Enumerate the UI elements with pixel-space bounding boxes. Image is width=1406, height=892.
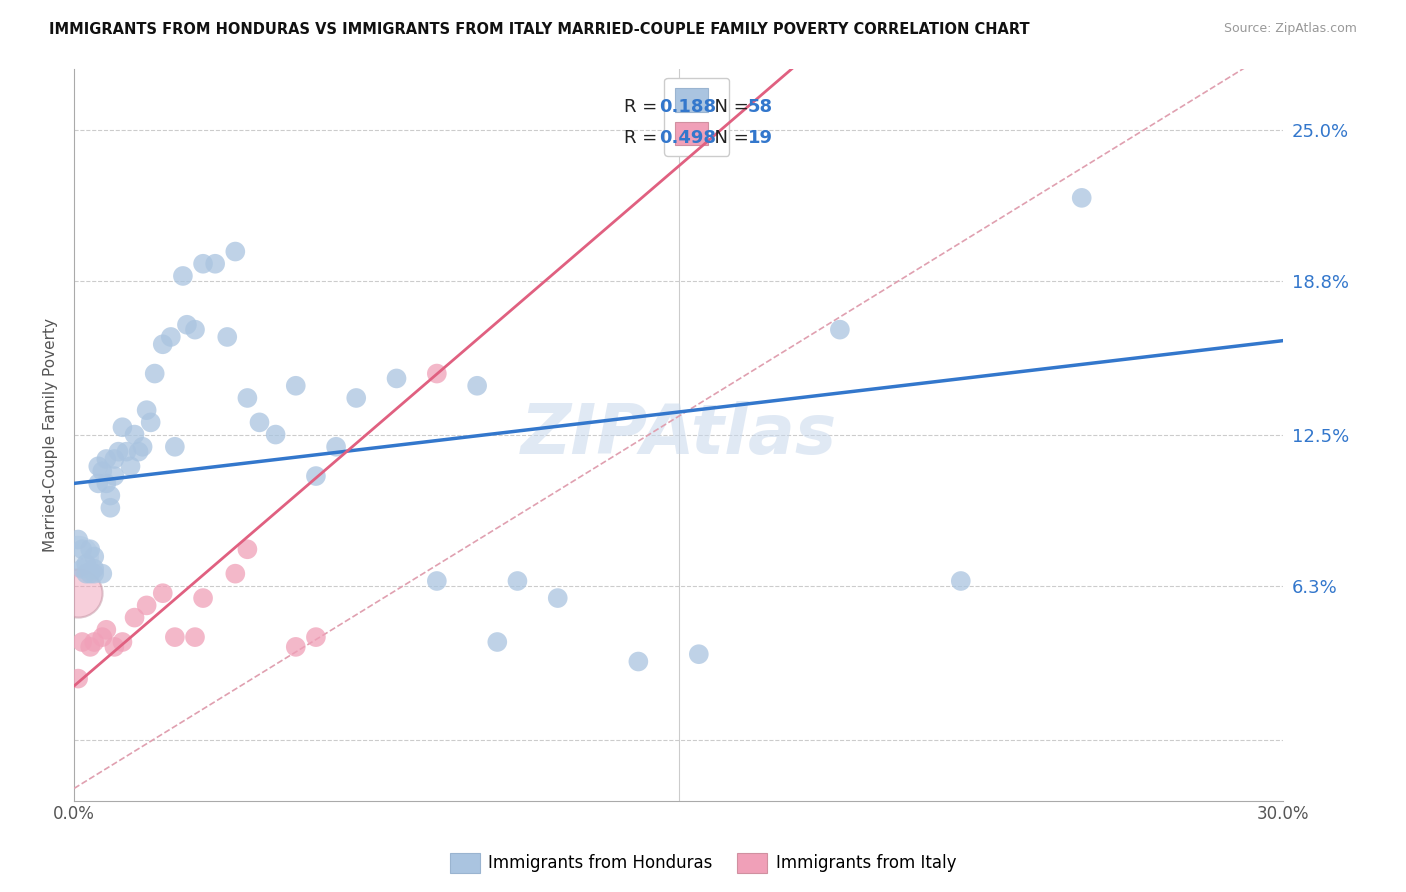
Point — [111, 635, 134, 649]
Point — [191, 257, 214, 271]
Legend: , : , — [664, 78, 730, 155]
Point — [75, 557, 97, 571]
Point — [465, 378, 488, 392]
Point — [152, 586, 174, 600]
Point — [96, 623, 118, 637]
Point — [96, 476, 118, 491]
Point — [688, 647, 710, 661]
Point — [184, 630, 207, 644]
Point — [284, 378, 307, 392]
Point — [103, 469, 125, 483]
Point — [176, 318, 198, 332]
Text: 0.188: 0.188 — [659, 98, 717, 116]
Point — [135, 403, 157, 417]
Point — [249, 416, 271, 430]
Point — [949, 574, 972, 588]
Text: N =: N = — [703, 128, 755, 146]
Point — [236, 391, 259, 405]
Text: Source: ZipAtlas.com: Source: ZipAtlas.com — [1223, 22, 1357, 36]
Point — [98, 489, 121, 503]
Text: R =: R = — [624, 128, 664, 146]
Text: R =: R = — [624, 98, 664, 116]
Point — [152, 337, 174, 351]
Point — [163, 440, 186, 454]
Point — [547, 591, 569, 605]
Text: 0.498: 0.498 — [659, 128, 716, 146]
Point — [83, 566, 105, 581]
Text: 58: 58 — [748, 98, 773, 116]
Point — [98, 500, 121, 515]
Y-axis label: Married-Couple Family Poverty: Married-Couple Family Poverty — [44, 318, 58, 551]
Point — [1070, 191, 1092, 205]
Point — [91, 566, 114, 581]
Point — [70, 635, 93, 649]
Point — [264, 427, 287, 442]
Point — [191, 591, 214, 605]
Point — [115, 444, 138, 458]
Point — [67, 586, 90, 600]
Text: IMMIGRANTS FROM HONDURAS VS IMMIGRANTS FROM ITALY MARRIED-COUPLE FAMILY POVERTY : IMMIGRANTS FROM HONDURAS VS IMMIGRANTS F… — [49, 22, 1029, 37]
Point — [236, 542, 259, 557]
Point — [79, 542, 101, 557]
Point — [70, 542, 93, 557]
Point — [344, 391, 367, 405]
Point — [217, 330, 239, 344]
Point — [91, 630, 114, 644]
Point — [70, 562, 93, 576]
Point — [172, 268, 194, 283]
Point — [83, 549, 105, 564]
Point — [96, 452, 118, 467]
Point — [204, 257, 226, 271]
Point — [87, 476, 110, 491]
Point — [224, 244, 246, 259]
Point — [135, 599, 157, 613]
Point — [184, 323, 207, 337]
Point — [325, 440, 347, 454]
Point — [143, 367, 166, 381]
Text: 19: 19 — [748, 128, 772, 146]
Point — [139, 416, 162, 430]
Point — [284, 640, 307, 654]
Point — [120, 459, 142, 474]
Point — [79, 640, 101, 654]
Point — [91, 464, 114, 478]
Point — [103, 640, 125, 654]
Legend: Immigrants from Honduras, Immigrants from Italy: Immigrants from Honduras, Immigrants fro… — [443, 847, 963, 880]
Point — [124, 427, 146, 442]
Point — [83, 562, 105, 576]
Point — [128, 444, 150, 458]
Point — [131, 440, 153, 454]
Point — [79, 566, 101, 581]
Text: ZIPAtlas: ZIPAtlas — [520, 401, 837, 468]
Point — [67, 549, 90, 564]
Point — [124, 610, 146, 624]
Point — [506, 574, 529, 588]
Point — [305, 469, 328, 483]
Point — [67, 672, 90, 686]
Point — [224, 566, 246, 581]
Point — [627, 655, 650, 669]
Point — [159, 330, 181, 344]
Point — [83, 635, 105, 649]
Text: N =: N = — [703, 98, 755, 116]
Point — [111, 420, 134, 434]
Point — [305, 630, 328, 644]
Point — [107, 444, 129, 458]
Point — [486, 635, 509, 649]
Point — [103, 452, 125, 467]
Point — [828, 323, 851, 337]
Point — [385, 371, 408, 385]
Point — [163, 630, 186, 644]
Point — [67, 533, 90, 547]
Point — [426, 367, 449, 381]
Point — [426, 574, 449, 588]
Point — [87, 459, 110, 474]
Point — [75, 566, 97, 581]
